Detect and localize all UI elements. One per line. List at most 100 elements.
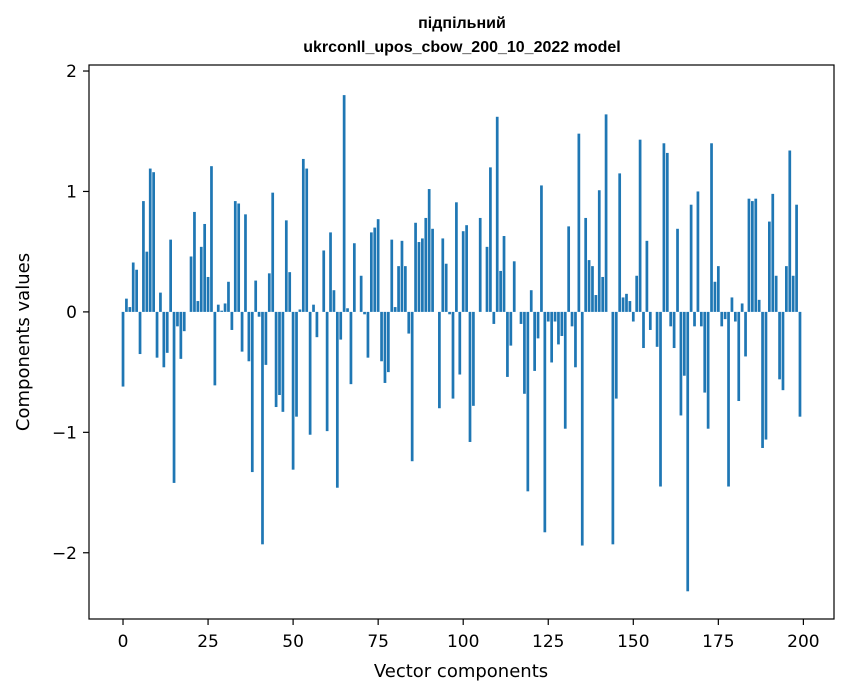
bar-component-174 <box>714 282 717 312</box>
bar-component-97 <box>452 312 455 399</box>
bar-component-102 <box>469 312 472 442</box>
bar-component-111 <box>499 271 502 312</box>
bar-component-180 <box>734 312 737 322</box>
bar-component-57 <box>316 312 319 337</box>
bar-component-73 <box>370 232 373 311</box>
bar-component-122 <box>537 312 540 339</box>
bar-component-39 <box>254 281 257 312</box>
bar-component-37 <box>248 312 251 361</box>
y-tick-label: −1 <box>52 423 77 443</box>
bar-component-113 <box>506 312 509 377</box>
bar-component-196 <box>788 151 791 312</box>
bar-component-31 <box>227 282 230 312</box>
bar-component-20 <box>190 256 193 311</box>
bar-component-7 <box>145 252 148 312</box>
bar-component-88 <box>421 238 424 311</box>
x-tick-label: 50 <box>282 632 304 652</box>
x-tick-label: 25 <box>197 632 219 652</box>
bar-component-124 <box>543 312 546 532</box>
y-tick-label: −2 <box>52 544 77 564</box>
bar-component-175 <box>717 266 720 312</box>
bar-component-84 <box>407 312 410 334</box>
bar-component-130 <box>564 312 567 429</box>
bar-component-120 <box>530 290 533 312</box>
bar-component-11 <box>159 293 162 312</box>
bar-component-160 <box>666 153 669 312</box>
bar-component-119 <box>526 312 529 491</box>
bar-component-194 <box>782 312 785 390</box>
bar-component-3 <box>132 263 135 312</box>
bar-component-34 <box>237 204 240 312</box>
bar-component-170 <box>700 312 703 326</box>
bar-component-169 <box>697 191 700 311</box>
bar-component-176 <box>720 312 723 326</box>
bar-component-89 <box>424 218 427 312</box>
bar-component-32 <box>231 312 234 330</box>
bar-component-115 <box>513 261 516 312</box>
bar-component-135 <box>581 312 584 546</box>
bar-component-49 <box>288 272 291 312</box>
bar-component-12 <box>162 312 165 367</box>
bar-component-78 <box>387 312 390 372</box>
bar-component-195 <box>785 266 788 312</box>
bar-component-13 <box>166 312 169 353</box>
bar-component-18 <box>183 312 186 331</box>
bar-component-52 <box>299 309 302 311</box>
bar-component-105 <box>479 218 482 312</box>
bar-component-36 <box>244 214 247 312</box>
bar-component-42 <box>265 312 268 365</box>
bar-component-10 <box>156 312 159 358</box>
bar-component-29 <box>220 311 223 312</box>
bar-component-9 <box>152 172 155 312</box>
bar-component-60 <box>326 312 329 431</box>
y-tick-label: 1 <box>66 182 77 202</box>
bar-component-0 <box>122 312 125 387</box>
bar-component-144 <box>612 312 615 544</box>
bar-component-173 <box>710 143 713 312</box>
bar-component-109 <box>492 312 495 324</box>
bar-component-61 <box>329 232 332 311</box>
bar-component-85 <box>411 312 414 461</box>
bar-component-17 <box>179 312 182 359</box>
bar-component-199 <box>799 312 802 417</box>
bar-component-35 <box>241 312 244 352</box>
bar-component-145 <box>615 312 618 399</box>
bar-component-96 <box>448 312 451 314</box>
bar-component-129 <box>560 312 563 336</box>
bar-component-75 <box>377 219 380 312</box>
bar-component-6 <box>142 201 145 312</box>
bar-component-178 <box>727 312 730 487</box>
bar-component-197 <box>792 276 795 312</box>
bar-component-93 <box>438 312 441 408</box>
bar-component-138 <box>591 266 594 312</box>
bar-component-71 <box>363 312 366 314</box>
bar-component-23 <box>200 247 203 312</box>
x-tick-label: 125 <box>532 632 564 652</box>
bar-component-164 <box>680 312 683 416</box>
bar-component-131 <box>567 226 570 312</box>
bar-component-77 <box>384 312 387 383</box>
y-tick-label: 0 <box>66 303 77 323</box>
bar-component-74 <box>373 228 376 312</box>
bar-component-167 <box>690 205 693 312</box>
y-axis-label: Components values <box>13 253 34 431</box>
bar-component-137 <box>588 260 591 312</box>
bar-component-63 <box>336 312 339 488</box>
bar-component-44 <box>271 193 274 312</box>
bar-component-184 <box>748 199 751 312</box>
bar-component-66 <box>346 308 349 312</box>
bar-component-83 <box>404 266 407 312</box>
bar-component-8 <box>149 169 152 312</box>
bar-component-108 <box>489 167 492 312</box>
bar-component-182 <box>741 303 744 311</box>
bar-component-186 <box>754 199 757 312</box>
bar-component-189 <box>765 312 768 440</box>
bar-component-101 <box>465 225 468 312</box>
bar-component-126 <box>550 312 553 363</box>
bar-component-146 <box>618 173 621 312</box>
bar-component-190 <box>768 222 771 312</box>
bar-component-181 <box>737 312 740 401</box>
bar-component-152 <box>639 140 642 312</box>
